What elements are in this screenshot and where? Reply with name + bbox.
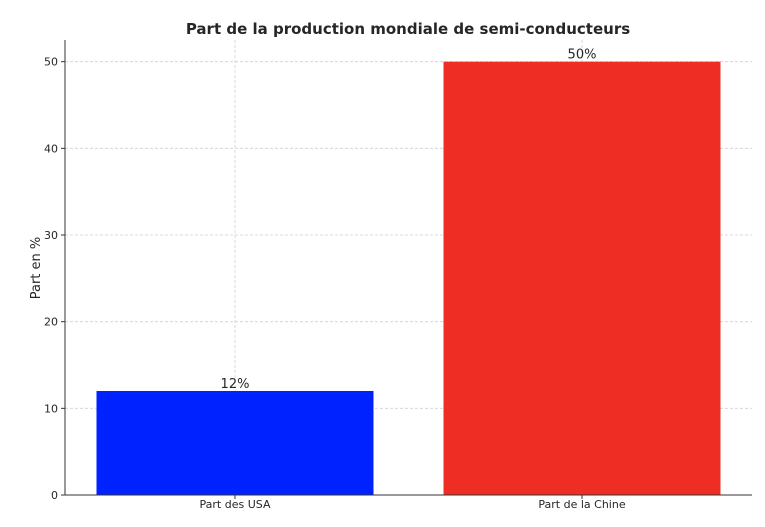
- bar-1: [443, 61, 721, 496]
- y-tick-label-3: 30: [44, 229, 58, 242]
- x-tick-label-0: Part des USA: [200, 498, 271, 511]
- data-label-1: 50%: [568, 48, 597, 63]
- y-tick-label-0: 0: [51, 489, 58, 502]
- data-label-0: 12%: [221, 377, 250, 392]
- y-tick-label-5: 50: [44, 56, 58, 69]
- axes: [61, 40, 752, 499]
- bar-0: [96, 391, 374, 495]
- chart-title: Part de la production mondiale de semi-c…: [186, 20, 630, 38]
- x-tick-label-1: Part de la Chine: [538, 498, 625, 511]
- labels: 12% 50% 0 10 20 30 40 50 Part des USA Part de la …: [44, 48, 626, 511]
- y-axis-label: Part en %: [29, 237, 44, 300]
- y-tick-label-4: 40: [44, 142, 58, 155]
- y-tick-label-1: 10: [44, 402, 58, 415]
- y-tick-label-2: 20: [44, 316, 58, 329]
- bars: [96, 61, 721, 496]
